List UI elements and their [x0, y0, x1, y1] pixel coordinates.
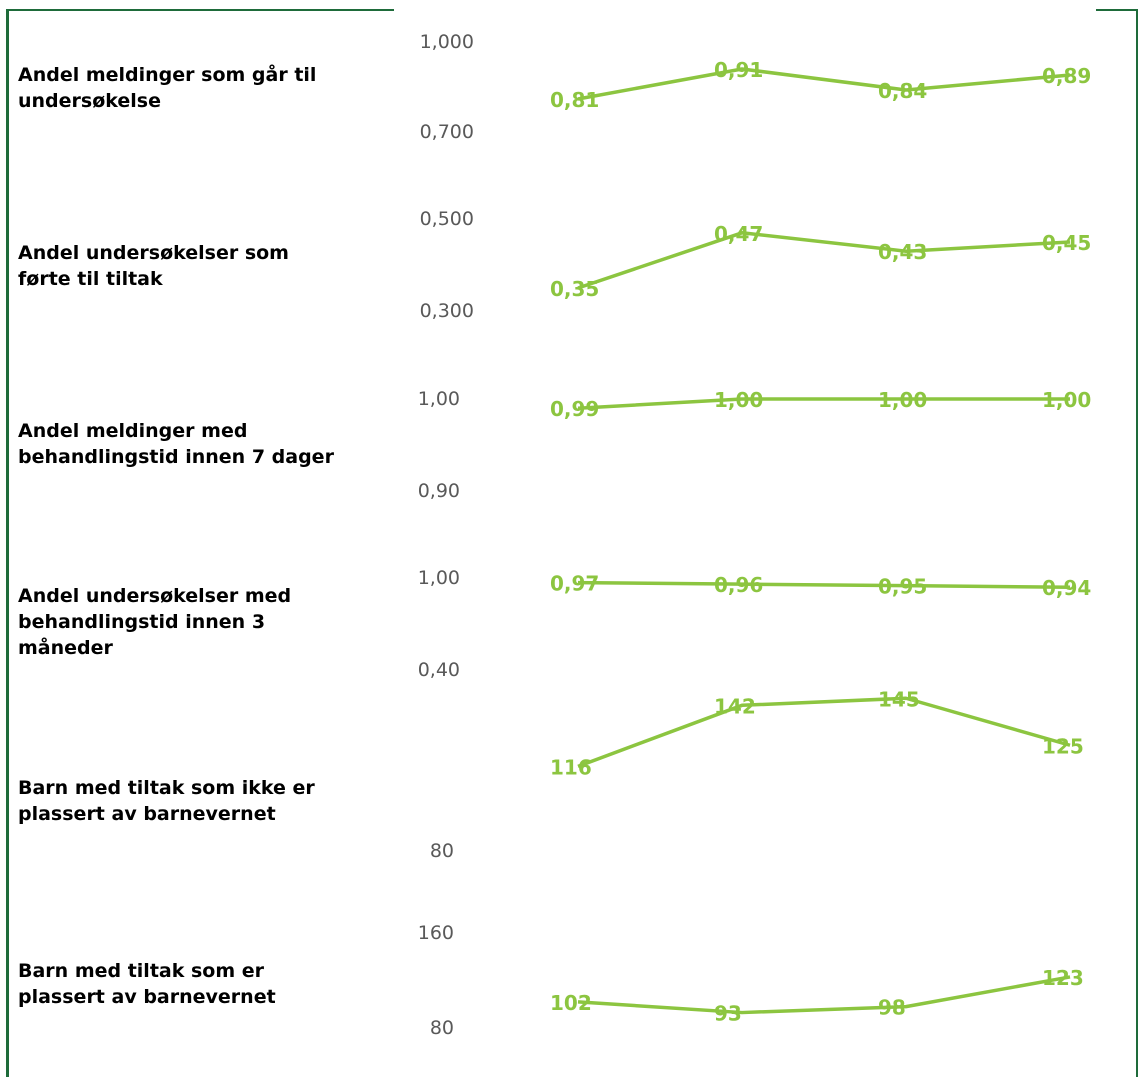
series-line: [577, 580, 1071, 589]
y-tick-label: 0,40: [417, 659, 460, 681]
data-label: 93: [714, 1002, 742, 1026]
data-label: 0,95: [878, 575, 927, 599]
series-line: [577, 67, 1071, 101]
data-label: 0,43: [878, 240, 927, 264]
row-label-barn-plassert: Barn med tiltak som er plassert av barne…: [18, 960, 276, 1008]
data-label: 0,84: [878, 79, 927, 103]
data-label: 145: [878, 687, 920, 711]
data-label: 0,45: [1042, 231, 1091, 255]
row-label-undersokelser-3-maneder: Andel undersøkelser med behandlingstid i…: [18, 585, 292, 659]
data-label: 0,99: [550, 397, 599, 421]
data-label: 0,35: [550, 277, 599, 301]
row-label-undersokelser-tiltak: Andel undersøkelser som førte til tiltak: [18, 242, 289, 290]
y-tick-label: 80: [429, 1017, 454, 1039]
frame-top-border: [6, 9, 394, 11]
series-line: [577, 231, 1071, 290]
series-line: [577, 696, 1071, 769]
y-tick-label: 0,300: [419, 300, 474, 322]
data-label: 0,81: [550, 88, 599, 112]
data-label: 142: [714, 694, 756, 718]
frame-right-border: [1136, 9, 1138, 1077]
data-label: 0,47: [714, 222, 763, 246]
data-label: 125: [1042, 734, 1084, 758]
data-label: 1,00: [878, 388, 927, 412]
data-label: 98: [878, 996, 906, 1020]
data-label: 1,00: [1042, 388, 1091, 412]
y-tick-label: 1,000: [419, 31, 474, 53]
data-label: 1,00: [714, 388, 763, 412]
y-tick-label: 0,90: [417, 480, 460, 502]
row-label-barn-ikke-plassert: Barn med tiltak som ikke er plassert av …: [18, 777, 315, 825]
data-label: 0,97: [550, 572, 599, 596]
data-label: 123: [1042, 966, 1084, 990]
frame-left-border: [6, 9, 9, 1077]
data-label: 0,94: [1042, 576, 1091, 600]
y-tick-label: 0,700: [419, 121, 474, 143]
frame-top-right-border: [1096, 9, 1138, 11]
row-label-meldinger-undersokelse: Andel meldinger som går til undersøkelse: [18, 64, 317, 112]
data-label: 116: [550, 755, 592, 779]
data-label: 0,91: [714, 58, 763, 82]
y-tick-label: 1,00: [417, 567, 460, 589]
data-label: 0,96: [714, 573, 763, 597]
data-label: 102: [550, 991, 592, 1015]
series-line: [577, 975, 1071, 1015]
series-line: [577, 397, 1070, 410]
row-label-meldinger-7-dager: Andel meldinger med behandlingstid innen…: [18, 420, 334, 468]
y-tick-label: 80: [429, 840, 454, 862]
y-tick-label: 1,00: [417, 388, 460, 410]
y-tick-label: 0,500: [419, 208, 474, 230]
data-label: 0,89: [1042, 64, 1091, 88]
y-tick-label: 160: [417, 922, 454, 944]
